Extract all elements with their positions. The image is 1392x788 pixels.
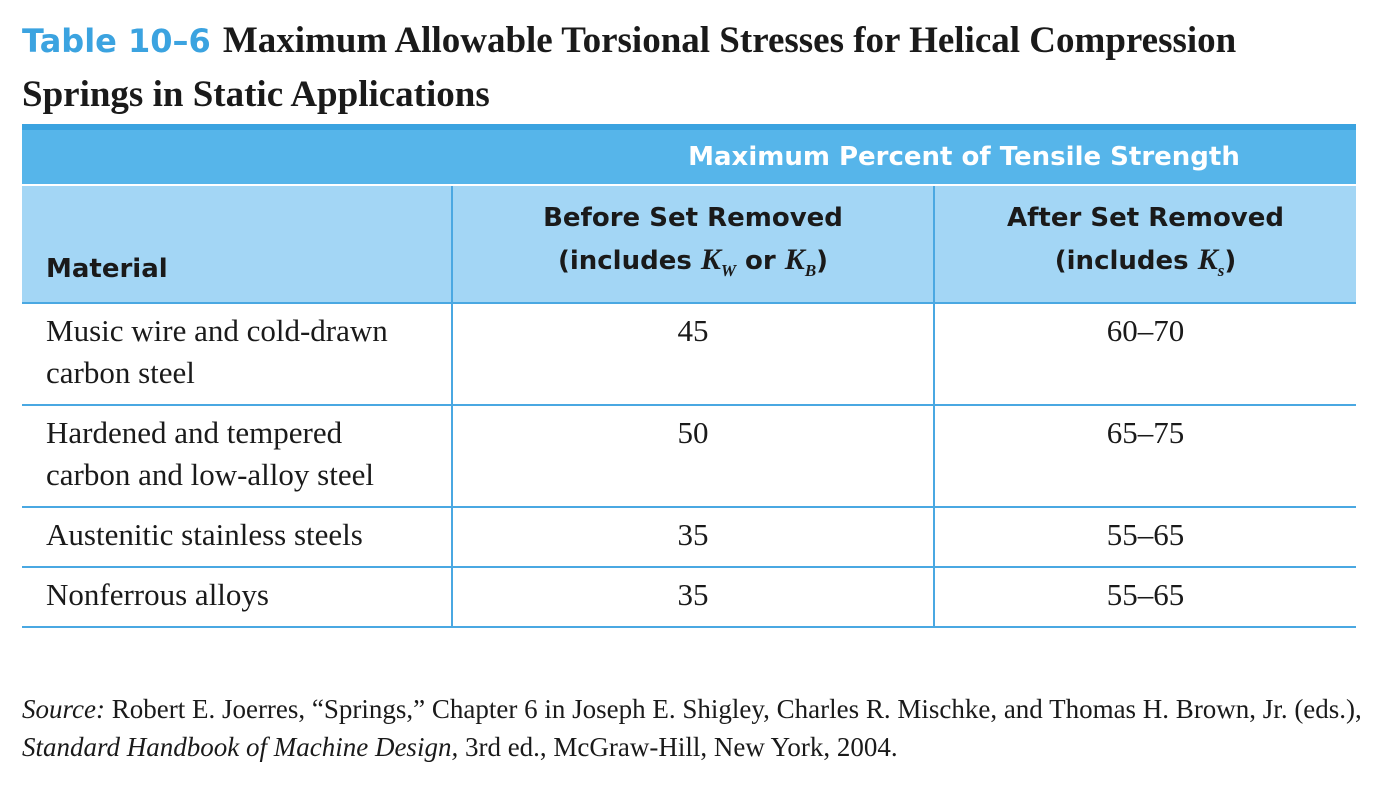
kw-letter: K <box>700 242 721 276</box>
top-rule <box>22 124 1356 130</box>
table-row: Hardened and tempered carbon and low-all… <box>22 404 1356 507</box>
after-value-cell: 65–75 <box>933 404 1356 507</box>
group-header-blank <box>22 130 452 185</box>
material-cell: Hardened and tempered carbon and low-all… <box>22 404 452 507</box>
column-header-before-line1: Before Set Removed <box>543 202 843 233</box>
material-cell: Music wire and cold-drawn carbon steel <box>22 302 452 405</box>
kw-symbol: KW <box>700 242 736 280</box>
kb-subscript: B <box>804 260 817 280</box>
column-header-after: After Set Removed (includes Ks) <box>933 184 1356 303</box>
after-value-cell: 60–70 <box>933 302 1356 405</box>
before-value-cell: 45 <box>451 302 934 405</box>
table-caption: Table 10–6 Maximum Allowable Torsional St… <box>22 14 1362 121</box>
after-value-cell: 55–65 <box>933 506 1356 567</box>
before-value-cell: 35 <box>451 566 934 628</box>
source-label: Source: <box>22 694 105 724</box>
column-header-material: Material <box>22 184 452 303</box>
after-suffix: ) <box>1224 245 1237 276</box>
material-cell: Austenitic stainless steels <box>22 506 452 567</box>
source-book-title: Standard Handbook of Machine Design, <box>22 732 459 762</box>
group-header: Maximum Percent of Tensile Strength <box>452 130 1356 185</box>
before-connector: or <box>736 245 785 276</box>
table-row: Austenitic stainless steels 35 55–65 <box>22 506 1356 567</box>
before-value-cell: 50 <box>451 404 934 507</box>
table-row: Nonferrous alloys 35 55–65 <box>22 566 1356 628</box>
ks-symbol: Ks <box>1197 242 1225 280</box>
source-note: Source: Robert E. Joerres, “Springs,” Ch… <box>22 690 1362 766</box>
column-header-after-line1: After Set Removed <box>1006 202 1284 233</box>
stress-table: Maximum Percent of Tensile Strength Mate… <box>22 124 1356 628</box>
kb-letter: K <box>784 242 805 276</box>
column-header-before-line2: (includes KW or KB) <box>453 239 933 292</box>
before-prefix: (includes <box>557 245 701 276</box>
material-cell: Nonferrous alloys <box>22 566 452 628</box>
ks-subscript: s <box>1217 260 1225 280</box>
before-suffix: ) <box>816 245 829 276</box>
before-value-cell: 35 <box>451 506 934 567</box>
column-header-after-line2: (includes Ks) <box>935 239 1356 292</box>
after-prefix: (includes <box>1054 245 1198 276</box>
after-value-cell: 55–65 <box>933 566 1356 628</box>
source-text-after: 3rd ed., McGraw-Hill, New York, 2004. <box>458 732 898 762</box>
kb-symbol: KB <box>784 242 816 280</box>
source-text-before: Robert E. Joerres, “Springs,” Chapter 6 … <box>104 694 1362 724</box>
table-number: Table 10–6 <box>22 22 211 60</box>
table-row: Music wire and cold-drawn carbon steel 4… <box>22 302 1356 405</box>
kw-subscript: W <box>720 260 736 280</box>
group-header-row: Maximum Percent of Tensile Strength <box>22 130 1356 185</box>
ks-letter: K <box>1197 242 1218 276</box>
column-header-before: Before Set Removed (includes KW or KB) <box>451 184 934 303</box>
table-title: Maximum Allowable Torsional Stresses for… <box>22 20 1237 115</box>
column-header-row: Material Before Set Removed (includes KW… <box>22 184 1356 303</box>
